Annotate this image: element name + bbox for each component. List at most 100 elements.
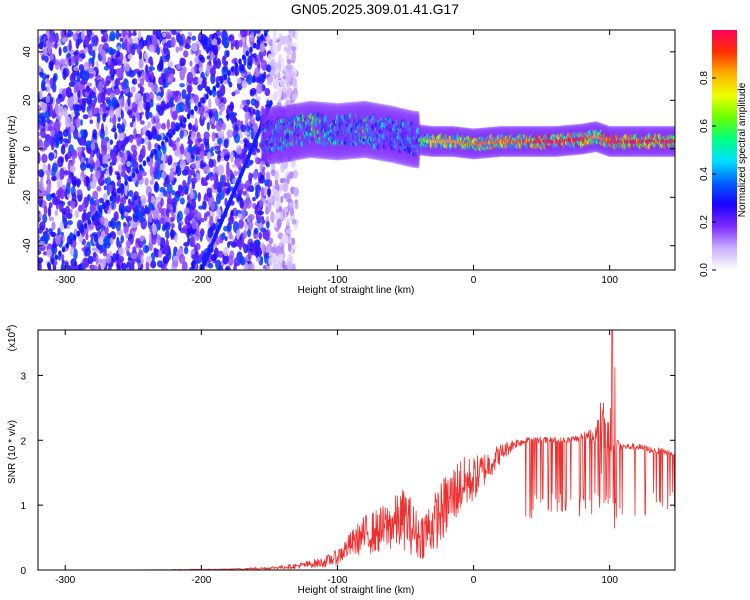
heatmap-cell [246, 74, 253, 85]
heatmap-cell [150, 195, 156, 204]
heatmap-cell [201, 79, 207, 89]
heatmap-cell [192, 146, 197, 152]
heatmap-cell [115, 30, 120, 40]
heatmap-cell [60, 263, 65, 270]
heatmap-cell [284, 207, 289, 213]
heatmap-cell [190, 177, 198, 184]
heatmap-cell [260, 186, 265, 198]
heatmap-cell [252, 122, 258, 134]
heatmap-cell [38, 257, 44, 264]
heatmap-cell [263, 186, 267, 199]
heatmap-cell [217, 154, 221, 163]
heatmap-cell [194, 50, 199, 57]
heatmap-cell [103, 83, 107, 93]
heatmap-cell [79, 162, 87, 171]
heatmap-cell [138, 30, 142, 40]
heatmap-cell [128, 189, 134, 197]
heatmap-cell [148, 44, 155, 53]
heatmap-cell [155, 196, 162, 202]
heatmap-cell [272, 188, 279, 198]
heatmap-cell [151, 84, 158, 93]
heatmap-cell [117, 194, 121, 202]
heatmap-cell [260, 59, 268, 71]
heatmap-cell [47, 180, 52, 191]
heatmap-cell [252, 108, 256, 115]
heatmap-cell [43, 140, 48, 151]
heatmap-cell [194, 242, 201, 251]
heatmap-cell [241, 242, 246, 248]
heatmap-cell [267, 201, 272, 213]
heatmap-cell [95, 198, 100, 205]
heatmap-cell [209, 215, 214, 227]
heatmap-cell [168, 171, 175, 182]
heatmap-cell [224, 267, 230, 270]
heatmap-cell [226, 50, 230, 58]
heatmap-cell [235, 145, 243, 155]
heatmap-cell [149, 179, 154, 185]
heatmap-cell [261, 242, 265, 253]
heatmap-cell [149, 98, 154, 108]
heatmap-cell [59, 58, 66, 66]
heatmap-cell [48, 35, 56, 43]
heatmap-cell [119, 37, 124, 42]
heatmap-cell [241, 79, 248, 89]
heatmap-cell [46, 244, 53, 249]
heatmap-cell [38, 139, 44, 150]
heatmap-cell [181, 89, 187, 100]
heatmap-cell [110, 73, 115, 81]
heatmap-cell [48, 216, 55, 222]
heatmap-cell [269, 100, 273, 107]
heatmap-cell [54, 58, 60, 71]
heatmap-cell [247, 221, 254, 230]
heatmap-cell [47, 262, 51, 269]
heatmap-cell [266, 220, 270, 229]
heatmap-cell [186, 113, 191, 120]
heatmap-cell [131, 51, 136, 56]
heatmap-cell [250, 31, 255, 37]
heatmap-cell [152, 223, 157, 236]
heatmap-cell [163, 181, 169, 188]
heatmap-cell [98, 207, 103, 214]
heatmap-cell [195, 230, 200, 242]
heatmap-cell [214, 110, 219, 122]
heatmap-cell [233, 133, 241, 144]
heatmap-cell [38, 227, 43, 234]
heatmap-cell [292, 42, 298, 47]
heatmap-cell [252, 42, 257, 49]
heatmap-cell [144, 204, 148, 214]
heatmap-cell [145, 101, 151, 112]
heatmap-cell [47, 125, 52, 132]
heatmap-cell [62, 129, 69, 137]
heatmap-cell [206, 151, 212, 160]
heatmap-cell [96, 113, 101, 124]
heatmap-cell [197, 101, 202, 108]
heatmap-cell [207, 172, 214, 177]
heatmap-cell [201, 181, 209, 187]
heatmap-cell [65, 87, 72, 92]
heatmap-cell [226, 129, 233, 138]
heatmap-cell [233, 257, 238, 268]
heatmap-cell [272, 262, 278, 270]
heatmap-cell [191, 130, 197, 139]
heatmap-cell [60, 234, 64, 240]
heatmap-cell [205, 141, 210, 153]
heatmap-cell [53, 121, 61, 129]
heatmap-cell [110, 128, 117, 133]
heatmap-cell [231, 163, 236, 169]
heatmap-cell [49, 96, 54, 103]
heatmap-cell [137, 211, 143, 219]
heatmap-cell [62, 46, 68, 53]
heatmap-cell [97, 263, 101, 270]
heatmap-cell [220, 151, 225, 158]
heatmap-cell [243, 131, 250, 136]
heatmap-cell [194, 55, 200, 65]
heatmap-cell [175, 46, 180, 53]
heatmap-cell [131, 172, 136, 179]
heatmap-cell [221, 122, 226, 131]
heatmap-cell [238, 239, 243, 251]
heatmap-cell [192, 76, 199, 86]
heatmap-cell [172, 145, 176, 151]
spectrogram-heatmap [38, 30, 675, 270]
heatmap-cell [245, 198, 252, 209]
heatmap-cell [247, 250, 252, 261]
